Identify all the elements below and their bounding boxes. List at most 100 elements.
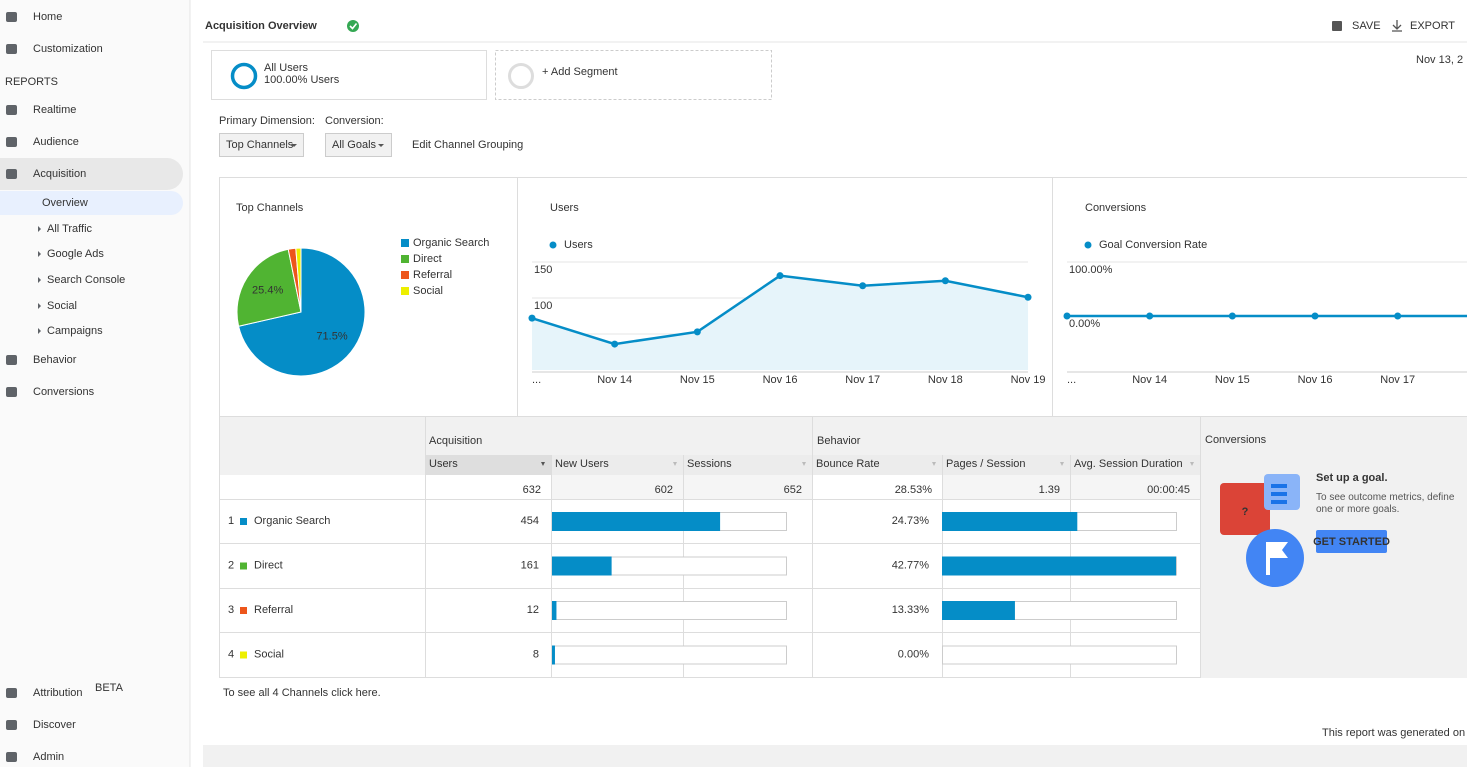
sort-arrow: [1190, 462, 1194, 466]
nav-item[interactable]: Discover: [33, 719, 76, 731]
nav-item[interactable]: Campaigns: [47, 325, 103, 337]
legend-swatch: [401, 239, 409, 247]
bounce-bar: [942, 512, 1078, 531]
dropdown[interactable]: [325, 133, 392, 157]
column-header[interactable]: Avg. Session Duration: [1074, 458, 1183, 470]
row-rank: 3: [228, 604, 234, 616]
nav-item[interactable]: Google Ads: [47, 248, 104, 260]
bounce-bar: [942, 601, 1015, 620]
footer-link[interactable]: here.: [356, 687, 381, 699]
control-label: Conversion:: [325, 115, 384, 127]
nav-icon: [6, 720, 17, 730]
segment-ring: [230, 62, 258, 90]
dropdown[interactable]: [219, 133, 304, 157]
nav-caret: [38, 277, 41, 283]
y-tick-label: 100.00%: [1069, 264, 1113, 276]
goal-icon-line: [1271, 492, 1287, 496]
pie-slice: [295, 247, 302, 313]
chart-title: Conversions: [1085, 202, 1147, 214]
total-value: 652: [784, 484, 802, 496]
sort-arrow: [802, 462, 806, 466]
control-label: Primary Dimension:: [219, 115, 315, 127]
column-header[interactable]: Users: [429, 458, 458, 470]
y-tick-label: 0.00%: [1069, 318, 1100, 330]
nav-item[interactable]: All Traffic: [47, 223, 93, 235]
nav-icon: [6, 688, 17, 698]
action-export[interactable]: EXPORT: [1410, 20, 1455, 32]
nav-active-bg: [0, 158, 183, 190]
row-swatch: [240, 518, 247, 525]
column-header[interactable]: Sessions: [687, 458, 732, 470]
column-header[interactable]: New Users: [555, 458, 609, 470]
y-tick-label: 100: [534, 300, 552, 312]
goal-button[interactable]: [1316, 530, 1387, 553]
row-channel[interactable]: Referral: [254, 604, 293, 616]
row-swatch: [240, 607, 247, 614]
group-header-bg: [220, 417, 1200, 455]
total-value: 00:00:45: [1147, 484, 1190, 496]
nav-icon: [6, 137, 17, 147]
row-channel[interactable]: Social: [254, 648, 284, 660]
row-users: 454: [521, 515, 539, 527]
nav-item[interactable]: Home: [33, 11, 62, 23]
nav-caret: [38, 226, 41, 232]
goal-icon-q: ?: [1242, 506, 1249, 518]
segment-box[interactable]: [211, 50, 487, 100]
action-save[interactable]: SAVE: [1352, 20, 1381, 32]
total-value: 1.39: [1039, 484, 1060, 496]
row-users: 12: [527, 604, 539, 616]
beta-badge: BETA: [95, 682, 124, 694]
total-value: 632: [523, 484, 541, 496]
x-tick-label: Nov 19: [1011, 374, 1046, 386]
legend-label: Organic Search: [413, 237, 489, 249]
nav-item[interactable]: Search Console: [47, 274, 125, 286]
pie-label: 71.5%: [316, 331, 347, 343]
nav-item[interactable]: Customization: [33, 43, 103, 55]
link[interactable]: Edit Channel Grouping: [412, 139, 523, 151]
dropdown-caret: [291, 144, 297, 147]
x-tick-label: Nov 14: [1132, 374, 1167, 386]
line-point: [528, 314, 536, 322]
line-point: [611, 340, 619, 348]
nav-item[interactable]: Conversions: [33, 386, 95, 398]
add-segment-box[interactable]: [495, 50, 772, 100]
total-value: 28.53%: [895, 484, 933, 496]
verified-icon: [347, 20, 359, 32]
nav-icon: [6, 169, 17, 179]
row-channel[interactable]: Direct: [254, 559, 283, 571]
group-header: Behavior: [817, 435, 861, 447]
column-header[interactable]: Bounce Rate: [816, 458, 880, 470]
row-bounce: 0.00%: [898, 648, 929, 660]
nav-item[interactable]: Overview: [42, 197, 88, 209]
total-value: 602: [655, 484, 673, 496]
date-range[interactable]: Nov 13, 2: [1416, 54, 1463, 66]
totals-bg: [551, 475, 812, 499]
row-rank: 4: [228, 648, 234, 660]
legend-dot: [1084, 241, 1092, 249]
users-bar: [552, 556, 612, 576]
nav-item[interactable]: Admin: [33, 751, 64, 763]
column-header[interactable]: Pages / Session: [946, 458, 1026, 470]
nav-item[interactable]: Social: [47, 300, 77, 312]
goal-button-label[interactable]: GET STARTED: [1313, 536, 1390, 548]
goal-text: To see outcome metrics, define one or mo…: [1316, 492, 1455, 515]
chart-title: Top Channels: [236, 202, 304, 214]
x-tick-label: Nov 17: [845, 374, 880, 386]
line-point: [1311, 312, 1319, 320]
nav-caret: [38, 328, 41, 334]
nav-item[interactable]: Realtime: [33, 104, 76, 116]
x-tick-label: ...: [1067, 374, 1076, 386]
users-bar: [552, 512, 721, 531]
nav-caret: [38, 303, 41, 309]
bounce-bar: [942, 556, 1176, 576]
row-channel[interactable]: Organic Search: [254, 515, 330, 527]
nav-item[interactable]: Attribution: [33, 687, 83, 699]
nav-item[interactable]: Behavior: [33, 354, 77, 366]
sidebar-bg: [0, 0, 190, 767]
x-tick-label: Nov 15: [1215, 374, 1250, 386]
group-header: Acquisition: [429, 435, 482, 447]
nav-item[interactable]: Audience: [33, 136, 79, 148]
nav-item[interactable]: Acquisition: [33, 168, 86, 180]
y-tick-label: 150: [534, 264, 552, 276]
